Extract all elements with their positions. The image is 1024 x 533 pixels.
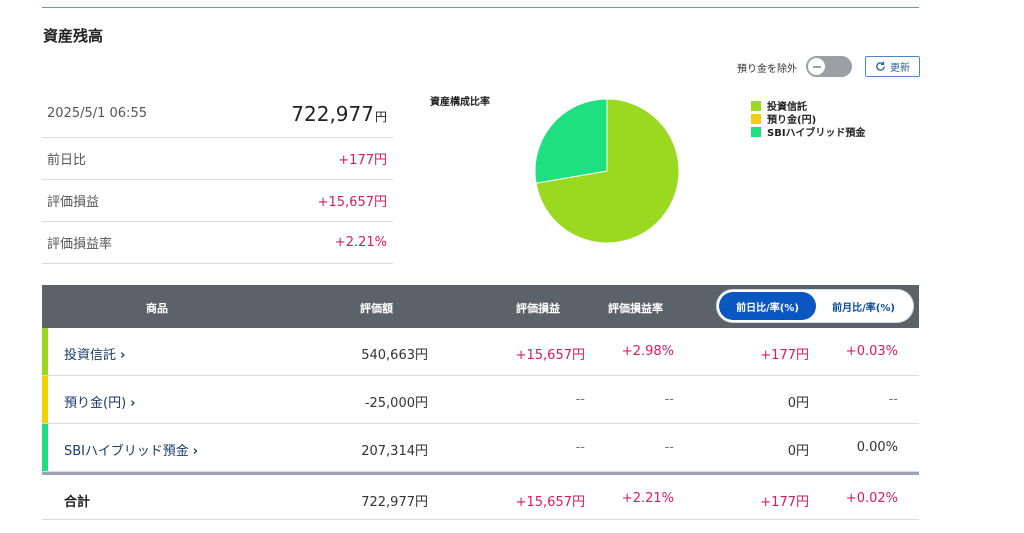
refresh-icon xyxy=(876,61,885,71)
legend-swatch xyxy=(751,126,761,137)
total-label: 合計 xyxy=(64,495,91,510)
row-name: 預り金(円) xyxy=(64,396,127,411)
refresh-button[interactable]: 更新 xyxy=(865,56,920,77)
row-gain: -- xyxy=(575,440,585,455)
row-gain-rate: +2.98% xyxy=(621,344,674,359)
row-color-bar xyxy=(42,376,48,423)
header-gain-rate: 評価損益率 xyxy=(608,302,663,315)
summary-panel: 2025/5/1 06:55 722,977円 前日比 +177円 評価損益 +… xyxy=(42,90,393,264)
exclude-deposit-label: 預り金を除外 xyxy=(737,64,797,75)
legend-swatch xyxy=(751,113,761,124)
legend-label: SBIハイブリッド預金 xyxy=(767,128,866,139)
toggle-knob xyxy=(807,57,826,76)
legend-label: 預り金(円) xyxy=(767,115,817,126)
row-diff: 0円 xyxy=(787,396,809,411)
total-gain-rate: +2.21% xyxy=(621,491,674,506)
period-toggle: 前日比/率(%) 前月比/率(%) xyxy=(716,289,914,323)
table-header: 商品 評価額 評価損益 評価損益率 前日比/率(%) 前月比/率(%) xyxy=(42,285,919,328)
chevron-right-icon: › xyxy=(130,396,136,411)
chevron-right-icon: › xyxy=(192,444,199,459)
row-gain-rate: -- xyxy=(664,392,674,407)
row-gain: +15,657円 xyxy=(515,348,585,363)
header-product: 商品 xyxy=(146,302,168,315)
pie-legend: 投資信託 預り金(円) SBIハイブリッド預金 xyxy=(751,99,866,139)
tab-day-change[interactable]: 前日比/率(%) xyxy=(719,292,816,320)
pie-title: 資産構成比率 xyxy=(430,97,490,108)
row-gain: -- xyxy=(575,392,585,407)
total-diff: +177円 xyxy=(760,495,809,510)
summary-value: +177円 xyxy=(338,153,387,168)
tab-month-change[interactable]: 前月比/率(%) xyxy=(832,302,895,314)
row-name-link[interactable]: 投資信託 › xyxy=(64,344,125,363)
refresh-label: 更新 xyxy=(890,63,910,74)
legend-item-hybrid: SBIハイブリッド預金 xyxy=(751,125,866,139)
top-divider xyxy=(42,7,919,8)
summary-label: 前日比 xyxy=(47,153,87,168)
legend-swatch xyxy=(751,100,761,111)
row-name-link[interactable]: SBIハイブリッド預金 › xyxy=(64,440,198,459)
row-value: -25,000円 xyxy=(364,396,428,411)
table-total-row: 合計 722,977円 +15,657円 +2.21% +177円 +0.02% xyxy=(42,472,919,520)
row-value: 207,314円 xyxy=(361,444,428,459)
row-diff-rate: -- xyxy=(888,392,898,407)
holdings-table: 商品 評価額 評価損益 評価損益率 前日比/率(%) 前月比/率(%) 投資信託… xyxy=(42,285,919,520)
header-value: 評価額 xyxy=(360,302,393,315)
summary-label: 評価損益 xyxy=(47,195,100,210)
summary-row-gain: 評価損益 +15,657円 xyxy=(42,180,393,222)
row-name: 投資信託 xyxy=(64,348,117,363)
summary-row-gain-rate: 評価損益率 +2.21% xyxy=(42,222,393,264)
row-name-link[interactable]: 預り金(円) › xyxy=(64,392,136,411)
exclude-deposit-toggle[interactable] xyxy=(806,56,852,77)
table-row: SBIハイブリッド預金 › 207,314円 -- -- 0円 0.00% xyxy=(42,424,919,472)
total-diff-rate: +0.02% xyxy=(845,491,898,506)
row-value: 540,663円 xyxy=(361,348,428,363)
summary-total-amount: 722,977 xyxy=(291,101,374,126)
table-row: 投資信託 › 540,663円 +15,657円 +2.98% +177円 +0.… xyxy=(42,328,919,376)
row-diff-rate: 0.00% xyxy=(856,440,898,455)
row-gain-rate: -- xyxy=(664,440,674,455)
chevron-right-icon: › xyxy=(120,348,126,363)
row-color-bar xyxy=(42,328,48,375)
table-row: 預り金(円) › -25,000円 -- -- 0円 -- xyxy=(42,376,919,424)
summary-total-value: 722,977円 xyxy=(291,102,387,126)
summary-value: +2.21% xyxy=(334,235,387,250)
asset-pie-chart xyxy=(534,98,680,244)
pie-slice xyxy=(535,98,680,244)
summary-total-row: 2025/5/1 06:55 722,977円 xyxy=(42,90,393,138)
summary-datetime: 2025/5/1 06:55 xyxy=(47,106,147,121)
row-diff: 0円 xyxy=(787,444,809,459)
row-diff: +177円 xyxy=(760,348,809,363)
header-gain: 評価損益 xyxy=(516,302,560,315)
legend-item-funds: 投資信託 xyxy=(751,99,865,113)
summary-row-day-change: 前日比 +177円 xyxy=(42,138,393,180)
legend-label: 投資信託 xyxy=(767,102,807,113)
pie-slice xyxy=(534,98,608,184)
summary-label: 評価損益率 xyxy=(47,237,113,252)
summary-value: +15,657円 xyxy=(317,195,387,210)
row-color-bar xyxy=(42,424,48,471)
summary-total-unit: 円 xyxy=(374,109,387,124)
total-value: 722,977円 xyxy=(361,495,428,510)
row-name: SBIハイブリッド預金 xyxy=(64,444,189,459)
legend-item-deposit: 預り金(円) xyxy=(751,112,865,126)
row-diff-rate: +0.03% xyxy=(845,344,898,359)
section-title: 資産残高 xyxy=(43,27,104,45)
total-gain: +15,657円 xyxy=(515,495,585,510)
